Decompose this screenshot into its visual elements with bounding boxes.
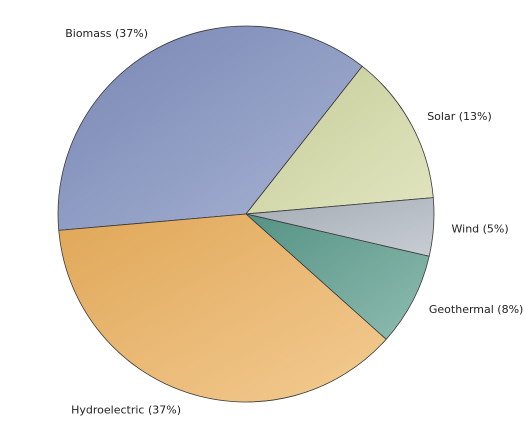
pie-slice-hydroelectric — [58, 213, 387, 403]
slice-label-biomass: Biomass (37%) — [65, 27, 148, 40]
pie-slice-geothermal — [245, 213, 430, 340]
pie-slice-biomass — [57, 25, 363, 231]
pie-labels: Biomass (37%) Solar (13%) Wind (5%) Geother… — [65, 27, 523, 417]
slice-label-hydroelectric: Hydroelectric (37%) — [71, 404, 181, 417]
slice-label-geothermal: Geothermal (8%) — [429, 303, 523, 316]
slice-label-wind: Wind (5%) — [452, 222, 509, 235]
pie-slices — [57, 25, 435, 403]
pie-slice-solar — [245, 65, 434, 215]
slice-label-solar: Solar (13%) — [427, 110, 492, 123]
